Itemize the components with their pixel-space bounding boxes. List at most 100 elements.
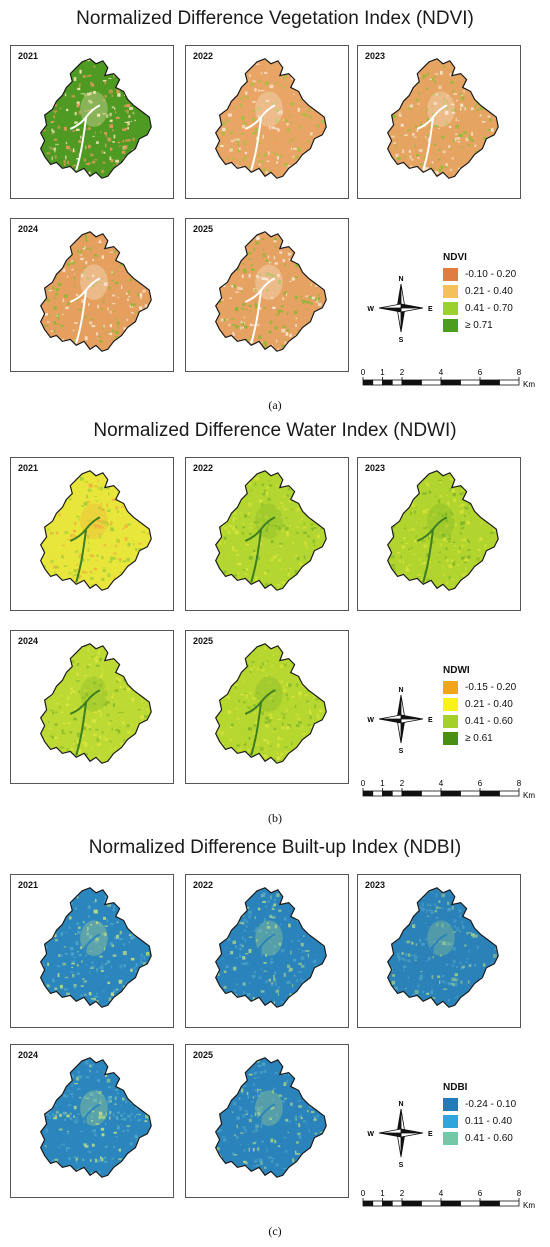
- panel-year-label: 2023: [365, 880, 386, 890]
- district-region: [215, 231, 327, 352]
- district-boundary: [214, 887, 327, 1008]
- legend-label: 0.41 - 0.70: [465, 303, 513, 314]
- panel-year-label: 2022: [193, 463, 214, 473]
- district-region: [387, 470, 499, 591]
- legend-label: -0.24 - 0.10: [465, 1099, 517, 1110]
- ndwi-map-2021: [39, 470, 152, 591]
- legend-item: -0.24 - 0.10: [443, 1096, 516, 1113]
- compass-label-e: E: [428, 1131, 433, 1138]
- district-region: [40, 470, 152, 591]
- scale-tick-label: 8: [517, 779, 522, 788]
- north-arrow-compass: N S E W: [366, 272, 436, 349]
- compass-label-w: W: [367, 1131, 374, 1138]
- panel-year-label: 2025: [193, 224, 214, 234]
- panel-year-label: 2022: [193, 880, 214, 890]
- scale-tick-label: 0: [361, 1189, 366, 1198]
- legend-title: NDWI: [443, 665, 470, 676]
- legend-swatch: [443, 681, 458, 694]
- legend-label: 0.41 - 0.60: [465, 1133, 513, 1144]
- scale-tick-label: 2: [400, 779, 405, 788]
- ndvi-map-2025: [214, 231, 327, 352]
- district-region: [215, 887, 327, 1008]
- district-region: [40, 231, 152, 352]
- ndwi-figure: Normalized Difference Water Index (NDWI)…: [0, 415, 550, 830]
- legend-label: 0.21 - 0.40: [465, 286, 513, 297]
- scale-tick-label: 2: [400, 1189, 405, 1198]
- panel-year-label: 2024: [18, 224, 39, 234]
- panel-year-label: 2025: [193, 636, 214, 646]
- panel-year-label: 2022: [193, 51, 214, 61]
- scale-tick-label: 4: [439, 368, 444, 377]
- scale-tick-label: 4: [439, 779, 444, 788]
- river-line: [244, 277, 276, 344]
- district-region: [215, 1057, 327, 1178]
- scale-tick-label: 1: [380, 779, 385, 788]
- ndbi-map-2021: [39, 887, 152, 1008]
- legend-item: 0.21 - 0.40: [443, 696, 516, 713]
- ndbi-map-2024: [39, 1057, 152, 1178]
- panel-year-label: 2024: [18, 1050, 39, 1060]
- compass-rose-icon: N S E W: [367, 276, 433, 344]
- river-line: [69, 933, 101, 1000]
- district-region: [387, 887, 499, 1008]
- river-line: [244, 104, 276, 171]
- legend-swatch: [443, 285, 458, 298]
- compass-label-s: S: [399, 748, 404, 755]
- panel-year-label: 2021: [18, 463, 39, 473]
- ndwi-legend: NDWI -0.15 - 0.20 0.21 - 0.40 0.41 - 0.60 ≥ …: [443, 665, 516, 747]
- river-line: [69, 277, 101, 344]
- legend-title: NDBI: [443, 1082, 468, 1093]
- district-boundary: [214, 58, 327, 179]
- ndvi-caption: (a): [268, 398, 282, 412]
- compass-label-w: W: [367, 306, 374, 313]
- scale-bar: 0 1 2 4 6 8 Km: [357, 777, 542, 808]
- ndvi-map-2021: [39, 58, 152, 179]
- scale-unit-label: Km: [523, 1201, 535, 1210]
- ndwi-map-panel-2024: 2024: [10, 630, 174, 784]
- legend-title: NDVI: [443, 252, 467, 263]
- legend-swatch: [443, 1132, 458, 1145]
- legend-label: ≥ 0.61: [465, 733, 493, 744]
- compass-label-n: N: [398, 687, 403, 694]
- ndwi-map-2022: [214, 470, 327, 591]
- compass-label-n: N: [398, 1101, 403, 1108]
- panel-year-label: 2023: [365, 463, 386, 473]
- ndbi-caption: (c): [268, 1224, 282, 1238]
- district-boundary: [386, 58, 499, 179]
- ndvi-map-2023: [386, 58, 499, 179]
- legend-swatch: [443, 698, 458, 711]
- scale-tick-label: 8: [517, 368, 522, 377]
- ndvi-map-2022: [214, 58, 327, 179]
- ndvi-map-panel-2025: 2025: [185, 218, 349, 372]
- river-line: [416, 516, 448, 583]
- legend-item: -0.15 - 0.20: [443, 679, 516, 696]
- ndwi-map-2023: [386, 470, 499, 591]
- district-region: [215, 470, 327, 591]
- ndbi-map-2025: [214, 1057, 327, 1178]
- river-line: [244, 1103, 276, 1170]
- ndbi-map-panel-2024: 2024: [10, 1044, 174, 1198]
- river-line: [69, 104, 101, 171]
- legend-swatch: [443, 1115, 458, 1128]
- district-boundary: [214, 643, 327, 764]
- compass-rose-icon: N S E W: [367, 687, 433, 755]
- legend-item: 0.21 - 0.40: [443, 283, 516, 300]
- ndbi-map-panel-2025: 2025: [185, 1044, 349, 1198]
- ndbi-figure: Normalized Difference Built-up Index (ND…: [0, 832, 550, 1247]
- river-line: [69, 516, 101, 583]
- legend-label: ≥ 0.71: [465, 320, 493, 331]
- ndbi-map-panel-2022: 2022: [185, 874, 349, 1028]
- river-line: [416, 104, 448, 171]
- ndvi-map-panel-2021: 2021: [10, 45, 174, 199]
- ndvi-map-panel-2022: 2022: [185, 45, 349, 199]
- scale-tick-label: 0: [361, 779, 366, 788]
- panel-year-label: 2021: [18, 51, 39, 61]
- north-arrow-compass: N S E W: [366, 683, 436, 760]
- legend-item: 0.11 - 0.40: [443, 1113, 516, 1130]
- scale-tick-label: 6: [478, 1189, 483, 1198]
- district-boundary: [39, 231, 152, 352]
- scale-bar: 0 1 2 4 6 8 Km: [357, 366, 542, 397]
- ndbi-map-panel-2021: 2021: [10, 874, 174, 1028]
- legend-label: 0.21 - 0.40: [465, 699, 513, 710]
- district-boundary: [39, 58, 152, 179]
